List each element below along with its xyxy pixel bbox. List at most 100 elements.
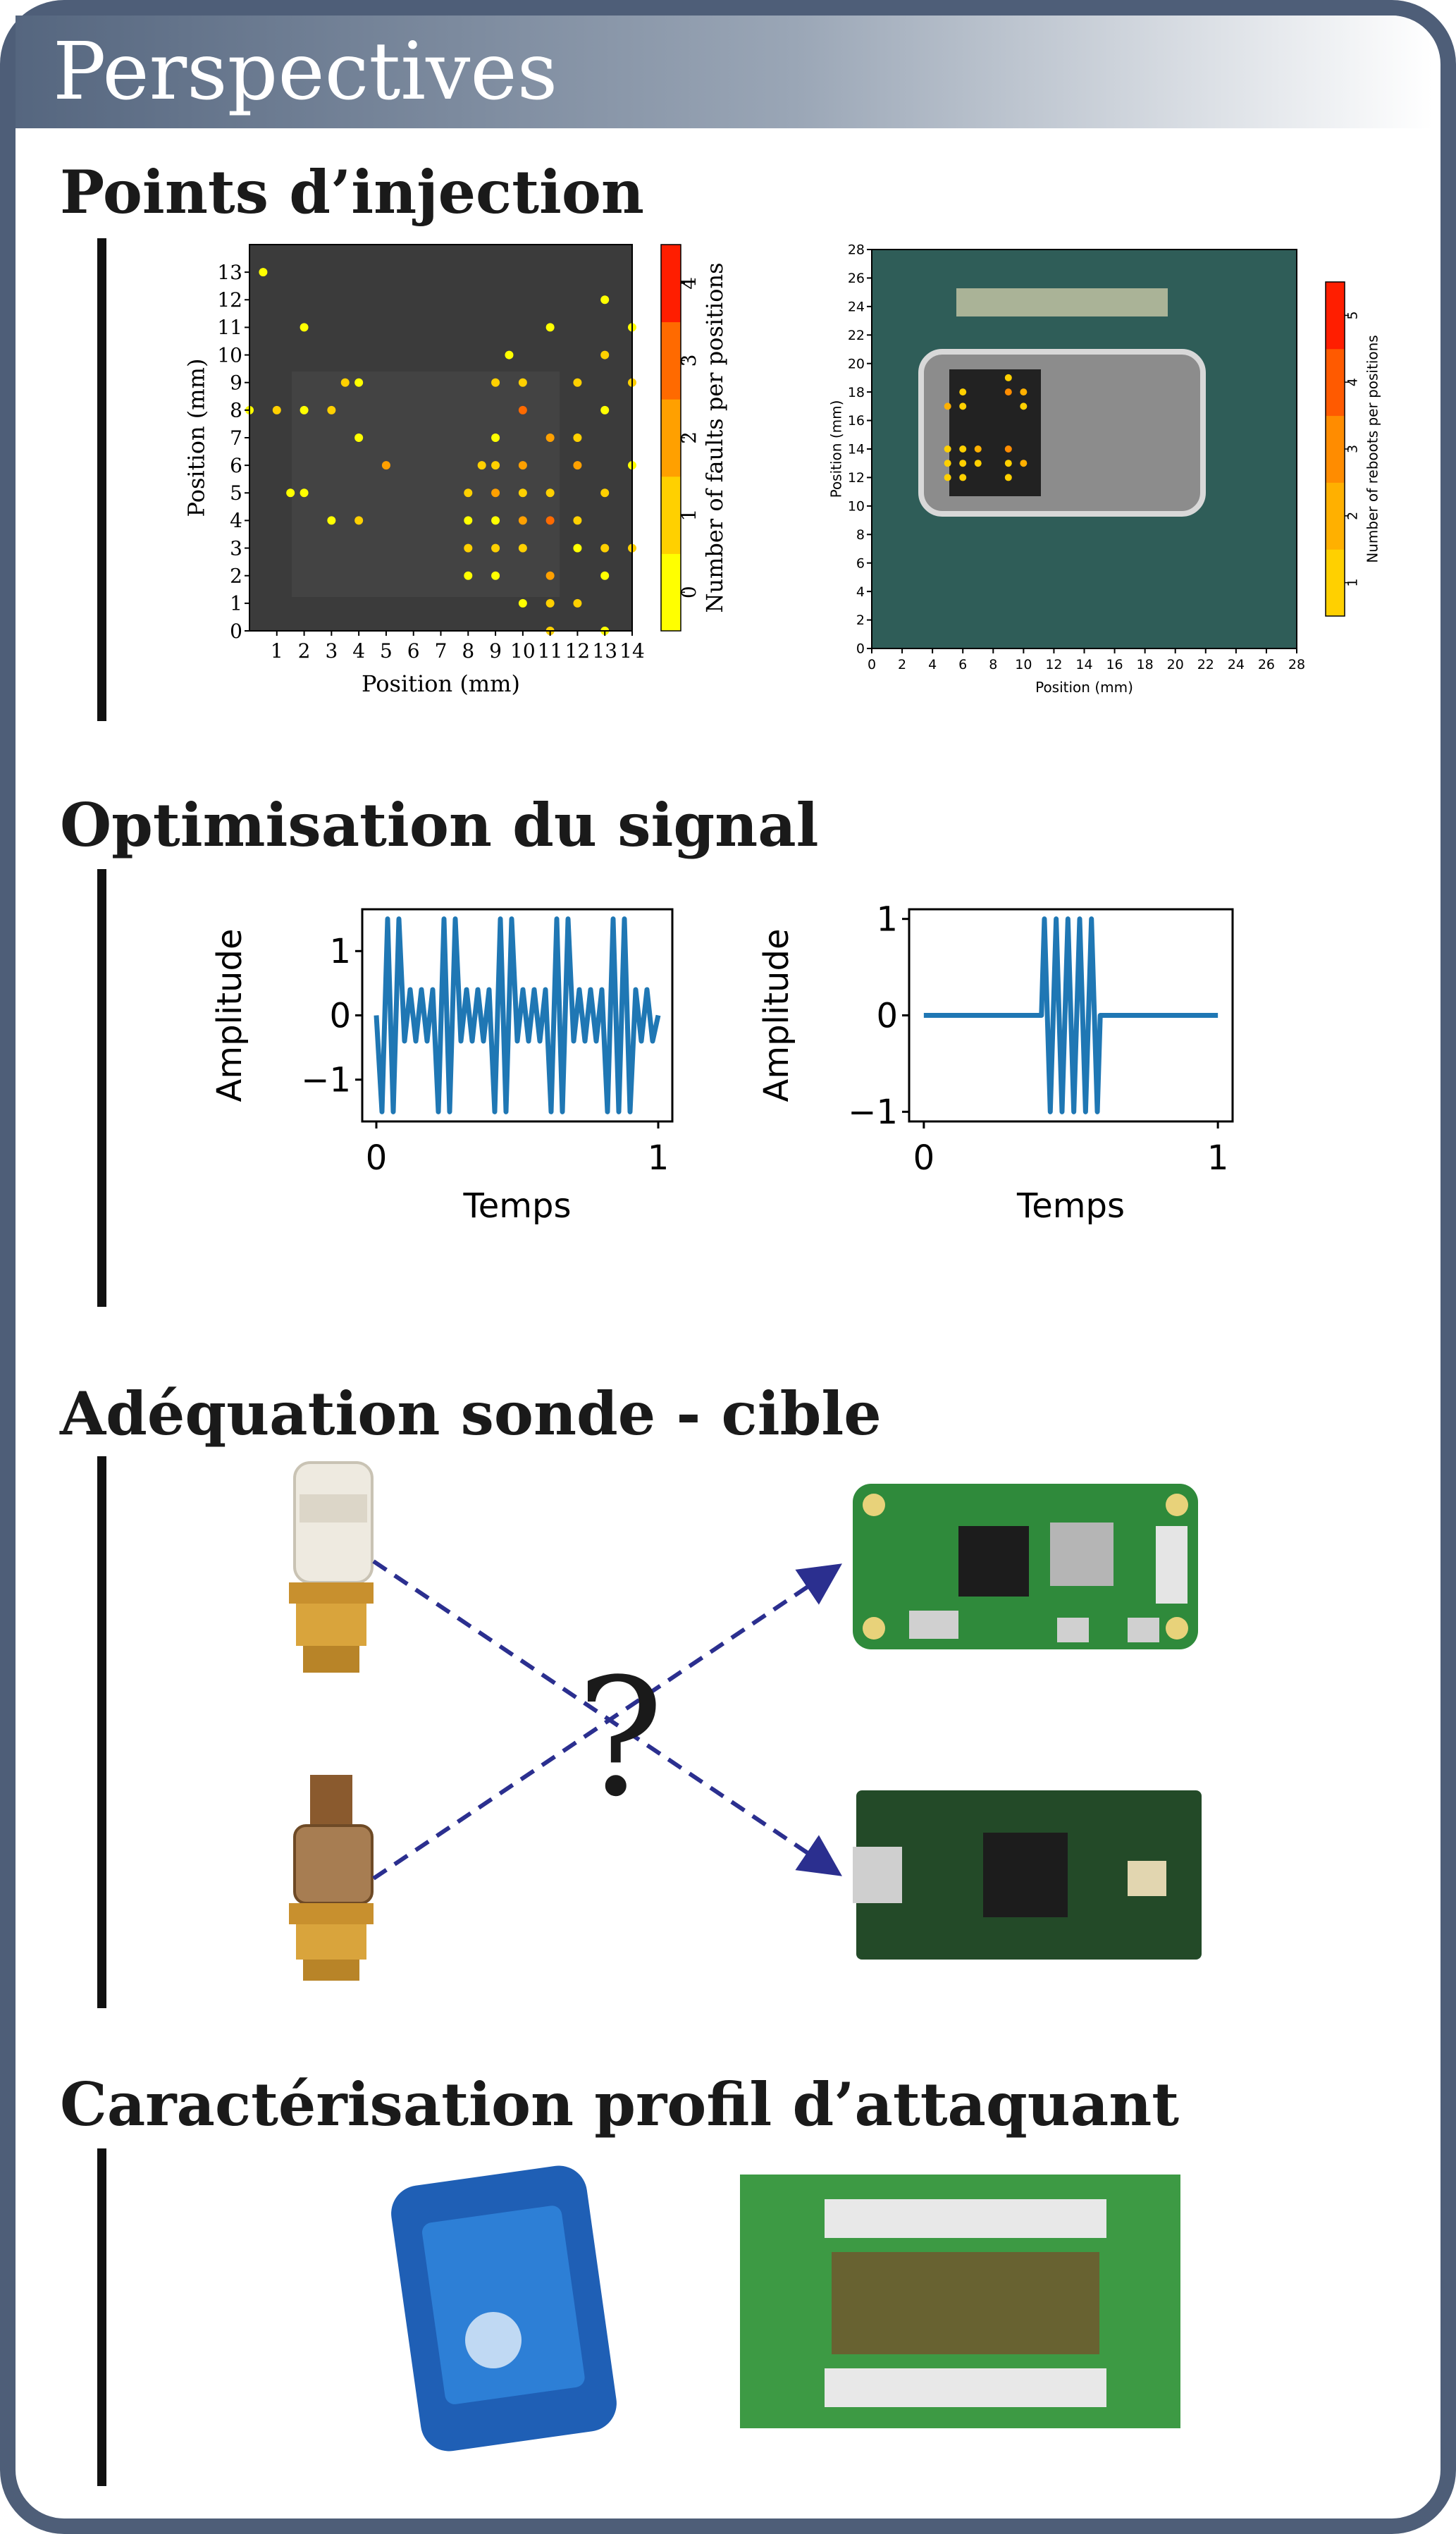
x-tick-label: 2 [298, 639, 311, 663]
x-tick-label: 0 [868, 657, 876, 672]
data-point [959, 445, 966, 453]
data-point [464, 488, 472, 497]
x-tick-label: 26 [1258, 657, 1275, 672]
data-point [478, 461, 486, 469]
colorbar-band [1326, 282, 1345, 349]
data-point [464, 572, 472, 580]
colorbar-label: Number of faults per positions [701, 262, 728, 613]
data-point [959, 460, 966, 467]
x-tick-label: 10 [1015, 657, 1032, 672]
colorbar-band [1326, 549, 1345, 616]
x-tick-label: 24 [1228, 657, 1245, 672]
y-tick-label: 24 [848, 300, 865, 315]
x-tick-label: 0 [913, 1138, 935, 1178]
question-mark: ? [576, 1644, 663, 1833]
data-point [341, 379, 350, 387]
data-point [1020, 402, 1027, 410]
data-point [573, 516, 581, 524]
data-point [944, 445, 951, 453]
y-axis-label: Amplitude [210, 929, 249, 1102]
data-point [944, 460, 951, 467]
y-tick-label: 14 [848, 442, 865, 457]
colorbar-tick-label: 4 [1345, 378, 1361, 386]
photo-detail [956, 288, 1168, 316]
x-tick-label: 6 [958, 657, 967, 672]
y-tick-label: 1 [329, 932, 351, 971]
section-bar [97, 2148, 106, 2486]
data-point [327, 516, 335, 524]
data-point [1020, 388, 1027, 395]
data-point [1005, 445, 1012, 453]
x-tick-label: 16 [1106, 657, 1123, 672]
x-tick-label: 11 [538, 639, 563, 663]
section-title: Caractérisation profil d’attaquant [60, 2069, 1179, 2139]
section-bar [97, 1456, 106, 2008]
y-tick-label: 10 [848, 499, 865, 515]
data-point [519, 488, 527, 497]
x-tick-label: 4 [928, 657, 937, 672]
data-point [1005, 474, 1012, 481]
x-tick-label: 1 [271, 639, 283, 663]
data-point [573, 433, 581, 442]
board-photo [853, 1790, 1202, 1960]
colorbar-tick-label: 0 [677, 586, 701, 598]
data-point [573, 544, 581, 553]
data-point [546, 572, 555, 580]
data-point [519, 379, 527, 387]
x-tick-label: 6 [407, 639, 420, 663]
section-bar [97, 869, 106, 1307]
data-point [600, 406, 609, 414]
sdr-photo [388, 2162, 620, 2454]
data-point [600, 544, 609, 553]
y-tick-label: −1 [301, 1061, 351, 1100]
data-point [491, 544, 500, 553]
y-tick-label: 8 [856, 527, 865, 543]
data-point [300, 488, 309, 497]
data-point [464, 544, 472, 553]
data-point [519, 461, 527, 469]
x-tick-label: 13 [592, 639, 617, 663]
data-point [519, 406, 527, 414]
x-tick-label: 8 [462, 639, 474, 663]
data-point [959, 474, 966, 481]
colorbar-tick-label: 2 [1345, 512, 1361, 520]
data-point [959, 402, 966, 410]
data-point [546, 599, 555, 608]
x-tick-label: 14 [1075, 657, 1092, 672]
data-point [573, 461, 581, 469]
section-title: Points d’injection [60, 157, 644, 227]
y-tick-label: 12 [848, 470, 865, 486]
data-point [491, 516, 500, 524]
data-point [382, 461, 390, 469]
y-tick-label: 12 [217, 288, 242, 312]
data-point [944, 474, 951, 481]
filter-board-photo [740, 2175, 1180, 2428]
y-tick-label: 3 [230, 536, 242, 560]
section-bar [97, 238, 106, 721]
data-point [519, 544, 527, 553]
data-point [491, 488, 500, 497]
data-point [464, 516, 472, 524]
x-tick-label: 20 [1167, 657, 1184, 672]
x-tick-label: 28 [1288, 657, 1305, 672]
data-point [354, 433, 363, 442]
y-tick-label: 0 [329, 996, 351, 1035]
x-tick-label: 3 [325, 639, 338, 663]
y-tick-label: 7 [230, 426, 242, 450]
y-tick-label: 4 [856, 584, 865, 600]
data-point [600, 488, 609, 497]
data-point [1005, 388, 1012, 395]
x-tick-label: 14 [619, 639, 645, 663]
y-tick-label: 0 [876, 996, 898, 1035]
section-title: Optimisation du signal [60, 790, 819, 860]
data-point [491, 461, 500, 469]
x-tick-label: 1 [1207, 1138, 1229, 1178]
data-point [300, 406, 309, 414]
y-tick-label: 26 [848, 271, 865, 286]
y-tick-label: 9 [230, 371, 242, 395]
colorbar-label: Number of reboots per positions [1364, 335, 1381, 562]
x-tick-label: 12 [1045, 657, 1062, 672]
x-tick-label: 18 [1137, 657, 1154, 672]
data-point [491, 379, 500, 387]
x-tick-label: 4 [352, 639, 365, 663]
